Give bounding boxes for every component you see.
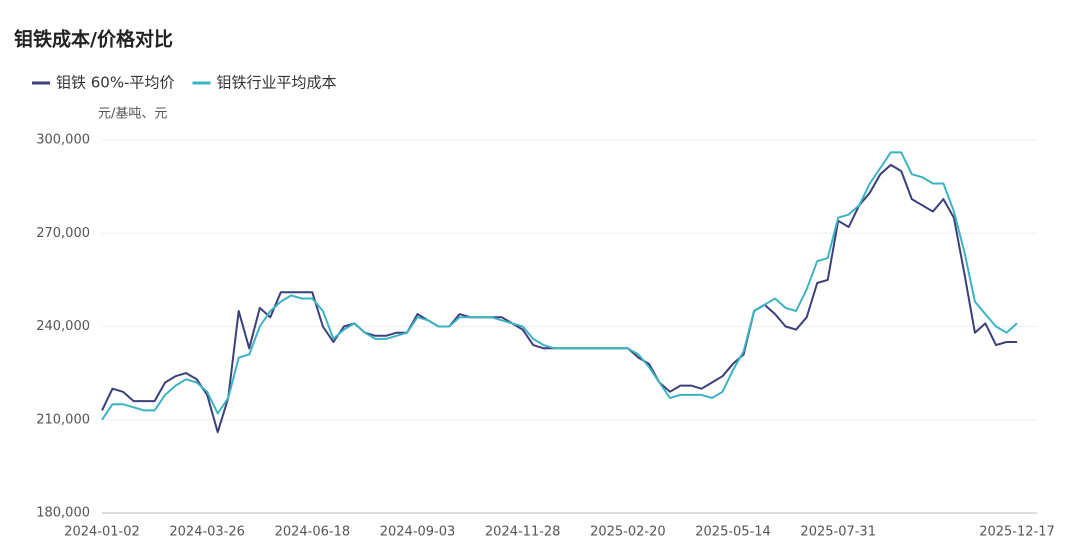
x-tick-label: 2025-12-17 [979,525,1055,540]
y-tick-label: 270,000 [36,226,90,241]
y-tick-label: 210,000 [36,412,90,427]
x-tick-label: 2024-03-26 [169,525,245,540]
x-tick-label: 2024-01-02 [64,525,140,540]
x-tick-label: 2024-06-18 [275,525,351,540]
x-tick-label: 2024-11-28 [485,525,561,540]
series-line [101,151,1018,421]
x-tick-label: 2025-05-14 [695,525,771,540]
y-axis-label: 元/基吨、元 [98,107,167,122]
x-tick-label: 2024-09-03 [380,525,456,540]
x-tick-label: 2025-02-20 [590,525,666,540]
y-tick-label: 300,000 [36,133,90,148]
legend-label: 钼铁 60%-平均价 [56,74,175,92]
series-line [101,163,1017,434]
y-tick-label: 240,000 [36,319,90,334]
x-tick-label: 2025-07-31 [800,525,876,540]
legend-label: 钼铁行业平均成本 [217,74,337,92]
chart-title: 钼铁成本/价格对比 [14,28,173,51]
y-tick-label: 180,000 [36,506,90,521]
